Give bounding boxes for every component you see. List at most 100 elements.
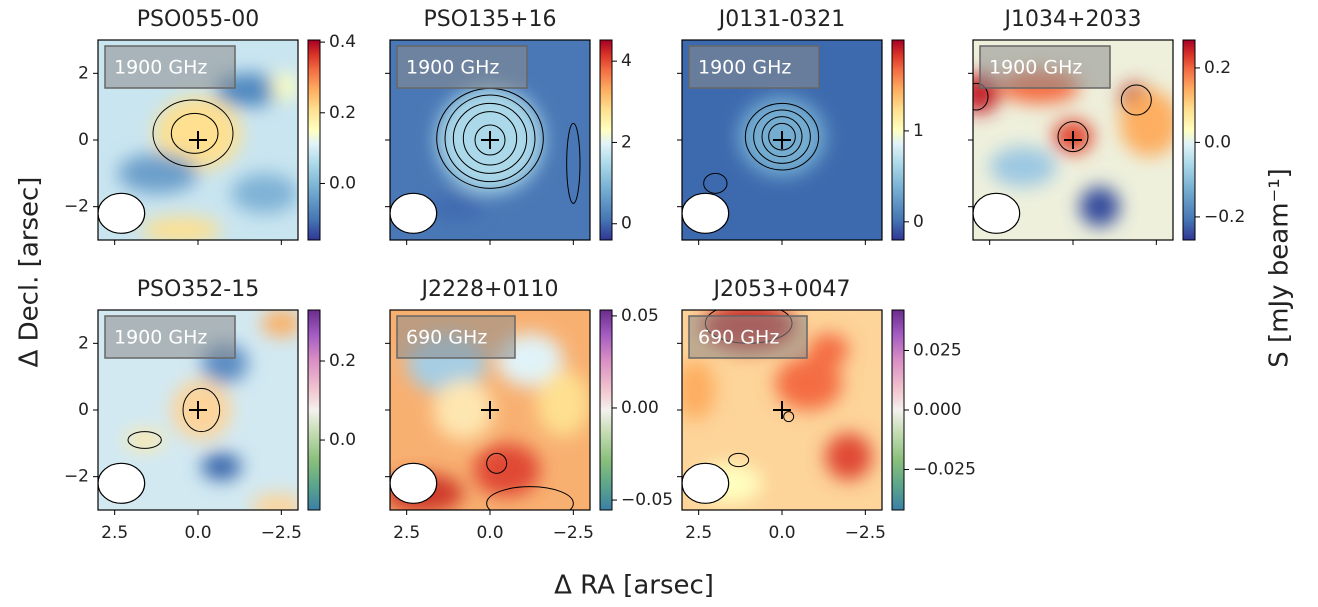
source-marker xyxy=(481,131,499,149)
contour xyxy=(170,112,219,154)
annotation-box xyxy=(396,315,516,359)
contour xyxy=(783,411,795,423)
colorbar-tick-label: 0.4 xyxy=(329,32,356,52)
map-blobs xyxy=(118,73,298,240)
y-tick-label: 2 xyxy=(78,63,89,83)
colorbar-tick-label: 0.00 xyxy=(621,398,659,418)
contour xyxy=(462,111,518,166)
map-blob xyxy=(775,356,843,411)
panel-title: PSO135+16 xyxy=(424,7,557,32)
beam xyxy=(390,192,438,234)
map-blob xyxy=(430,193,484,221)
map-blob xyxy=(118,153,198,194)
map-blob xyxy=(473,443,540,497)
contour xyxy=(768,122,796,151)
contour xyxy=(753,109,811,164)
annotation-box xyxy=(104,45,236,89)
colorbar xyxy=(307,309,321,511)
source-marker xyxy=(773,401,791,419)
x-tick-label: 2.5 xyxy=(393,523,420,543)
annotation: 1900 GHz xyxy=(989,57,1082,79)
colorbar-tick-label: 0.2 xyxy=(1204,58,1231,78)
map-blob xyxy=(825,433,873,480)
map-blob xyxy=(124,430,165,450)
contour xyxy=(703,172,728,194)
colorbar xyxy=(599,39,613,241)
panel-title: J1034+2033 xyxy=(1003,7,1142,32)
colorbar xyxy=(891,309,905,511)
colorbar-tick-label: 0.025 xyxy=(913,340,962,360)
colorbar-tick-label: 0.2 xyxy=(329,351,356,371)
colorbar xyxy=(891,39,905,241)
panel-title: J2053+0047 xyxy=(712,277,851,302)
colorbar-tick-label: −0.025 xyxy=(913,460,976,480)
contour xyxy=(566,122,581,204)
y-tick-label: −2 xyxy=(64,197,89,217)
y-tick-label: 2 xyxy=(78,333,89,353)
y-tick-label: 0 xyxy=(78,130,89,150)
x-tick-label: 2.5 xyxy=(101,523,128,543)
annotation: 1900 GHz xyxy=(114,57,207,79)
colorbar-tick-label: 0.0 xyxy=(329,173,356,193)
x-tick-label: 0.0 xyxy=(184,523,211,543)
colorbar-label: S [mJy beam⁻¹] xyxy=(1265,168,1295,368)
beam xyxy=(390,462,438,504)
annotation-box xyxy=(104,315,236,359)
annotation-box xyxy=(688,315,808,359)
map-blob xyxy=(1119,90,1173,157)
x-tick-label: −2.5 xyxy=(845,523,886,543)
map-blob xyxy=(682,360,716,420)
source-marker xyxy=(189,131,207,149)
colorbar-tick-label: −0.05 xyxy=(621,490,673,510)
annotation: 1900 GHz xyxy=(698,57,791,79)
map-blobs xyxy=(390,333,590,510)
colorbar-tick-label: 0.2 xyxy=(329,103,356,123)
panel-title: PSO055-00 xyxy=(137,7,259,32)
map-blob xyxy=(251,493,298,510)
beam xyxy=(682,192,730,234)
annotation-box xyxy=(396,45,528,89)
map-blob xyxy=(536,370,590,437)
colorbar-tick-label: −0.2 xyxy=(1204,207,1245,227)
map-blob xyxy=(261,310,298,337)
colorbar-tick-label: 0.05 xyxy=(621,306,659,326)
annotation: 1900 GHz xyxy=(114,327,207,349)
map-blob xyxy=(141,216,222,240)
colorbar-tick-label: 2 xyxy=(621,132,632,152)
contour xyxy=(452,102,528,174)
colorbar-tick-label: 0 xyxy=(621,214,632,234)
contour xyxy=(182,387,221,433)
contour xyxy=(728,452,750,468)
beam xyxy=(973,192,1021,234)
annotation: 1900 GHz xyxy=(406,57,499,79)
contour xyxy=(152,99,234,168)
annotation: 690 GHz xyxy=(698,327,779,349)
panel-title: J2228+0110 xyxy=(420,277,559,302)
map-blob xyxy=(433,380,494,440)
source-marker xyxy=(481,401,499,419)
contour xyxy=(486,452,508,474)
x-tick-label: −2.5 xyxy=(553,523,594,543)
contour xyxy=(1057,121,1089,153)
colorbar-tick-label: 0.0 xyxy=(329,430,356,450)
panel: 1900 GHz J1034+2033 −0.2 0.0 0.2 xyxy=(968,7,1245,245)
contour xyxy=(1120,84,1152,116)
colorbar-tick-label: 1 xyxy=(913,121,924,141)
contour xyxy=(444,94,536,183)
panel-title: J0131-0321 xyxy=(717,7,845,32)
panel: 1900 GHz PSO055-00 −2 0 2 0.0 0.2 0.4 xyxy=(64,7,356,245)
contour xyxy=(127,431,162,449)
annotation-box xyxy=(688,45,820,89)
source-marker xyxy=(1064,131,1082,149)
map-blob xyxy=(271,73,298,100)
x-tick-label: 0.0 xyxy=(476,523,503,543)
y-tick-label: −2 xyxy=(64,467,89,487)
beam xyxy=(682,462,730,504)
contour xyxy=(761,116,803,158)
annotation: 690 GHz xyxy=(406,327,487,349)
beam xyxy=(98,462,146,504)
beam xyxy=(98,192,146,234)
colorbar-tick-label: 4 xyxy=(621,51,632,71)
x-tick-label: 0.0 xyxy=(768,523,795,543)
